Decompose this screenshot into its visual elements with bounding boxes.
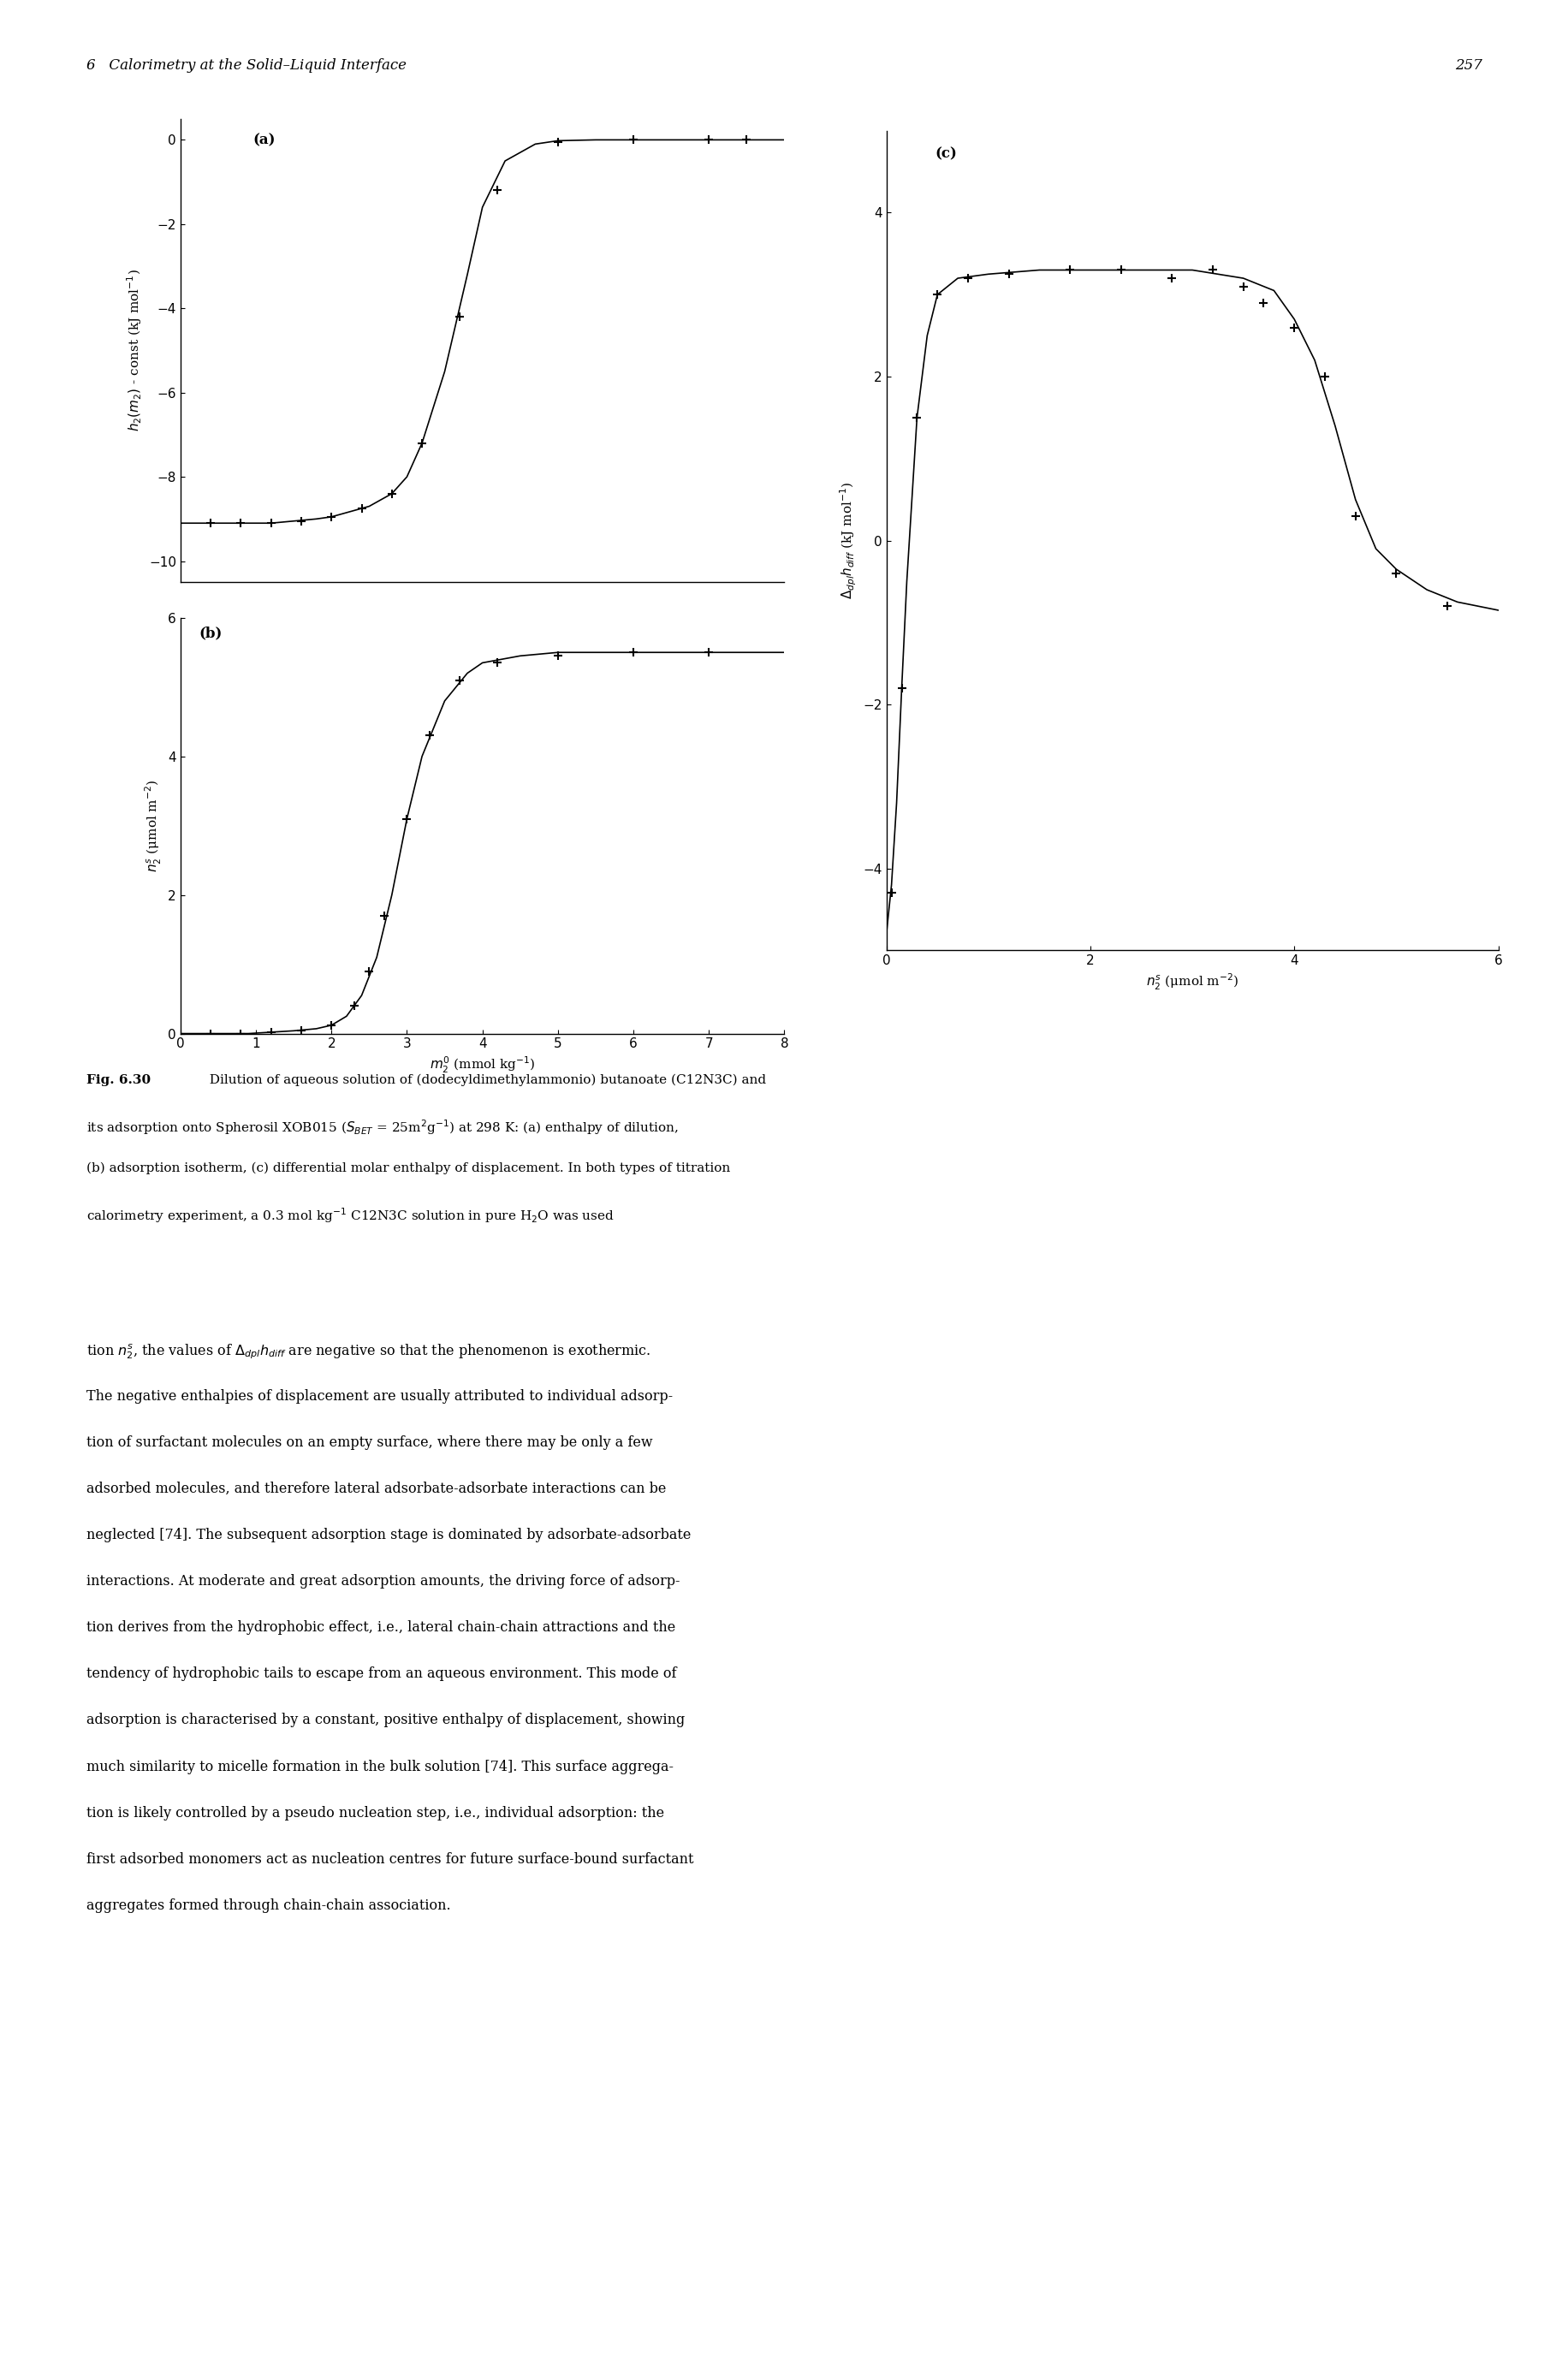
Text: tion $n_2^s$, the values of $\Delta_{dpl}h_{diff}$ are negative so that the phen: tion $n_2^s$, the values of $\Delta_{dpl…: [86, 1342, 651, 1361]
Text: The negative enthalpies of displacement are usually attributed to individual ads: The negative enthalpies of displacement …: [86, 1388, 673, 1404]
Text: aggregates formed through chain-chain association.: aggregates formed through chain-chain as…: [86, 1898, 450, 1913]
Text: its adsorption onto Spherosil XOB015 ($S_{BET}$ = 25m$^2$g$^{-1}$) at 298 K: (a): its adsorption onto Spherosil XOB015 ($S…: [86, 1117, 677, 1136]
Text: Fig. 6.30: Fig. 6.30: [86, 1074, 151, 1086]
Text: much similarity to micelle formation in the bulk solution [74]. This surface agg: much similarity to micelle formation in …: [86, 1758, 673, 1775]
Text: adsorbed molecules, and therefore lateral adsorbate-adsorbate interactions can b: adsorbed molecules, and therefore latera…: [86, 1483, 666, 1497]
Y-axis label: $h_2(m_2)$ - const (kJ mol$^{-1}$): $h_2(m_2)$ - const (kJ mol$^{-1}$): [125, 268, 144, 432]
Text: neglected [74]. The subsequent adsorption stage is dominated by adsorbate-adsorb: neglected [74]. The subsequent adsorptio…: [86, 1528, 690, 1542]
Text: first adsorbed monomers act as nucleation centres for future surface-bound surfa: first adsorbed monomers act as nucleatio…: [86, 1853, 693, 1868]
Text: (b): (b): [199, 627, 221, 642]
Text: tion of surfactant molecules on an empty surface, where there may be only a few: tion of surfactant molecules on an empty…: [86, 1435, 652, 1449]
Text: 6   Calorimetry at the Solid–Liquid Interface: 6 Calorimetry at the Solid–Liquid Interf…: [86, 57, 406, 74]
Text: adsorption is characterised by a constant, positive enthalpy of displacement, sh: adsorption is characterised by a constan…: [86, 1713, 684, 1727]
Text: (b) adsorption isotherm, (c) differential molar enthalpy of displacement. In bot: (b) adsorption isotherm, (c) differentia…: [86, 1162, 729, 1174]
Text: 257: 257: [1455, 57, 1482, 74]
Text: tion is likely controlled by a pseudo nucleation step, i.e., individual adsorpti: tion is likely controlled by a pseudo nu…: [86, 1806, 663, 1820]
Text: calorimetry experiment, a 0.3 mol kg$^{-1}$ C12N3C solution in pure H$_2$O was u: calorimetry experiment, a 0.3 mol kg$^{-…: [86, 1207, 615, 1224]
Text: (c): (c): [935, 147, 956, 162]
Text: tendency of hydrophobic tails to escape from an aqueous environment. This mode o: tendency of hydrophobic tails to escape …: [86, 1668, 676, 1682]
Y-axis label: $\Delta_{dpl}h_{diff}$ (kJ mol$^{-1}$): $\Delta_{dpl}h_{diff}$ (kJ mol$^{-1}$): [837, 482, 858, 599]
Text: tion derives from the hydrophobic effect, i.e., lateral chain-chain attractions : tion derives from the hydrophobic effect…: [86, 1620, 674, 1635]
Text: interactions. At moderate and great adsorption amounts, the driving force of ads: interactions. At moderate and great adso…: [86, 1573, 679, 1590]
Text: Dilution of aqueous solution of (dodecyldimethylammonio) butanoate (C12N3C) and: Dilution of aqueous solution of (dodecyl…: [201, 1074, 765, 1086]
Y-axis label: $n_2^s$ (μmol m$^{-2}$): $n_2^s$ (μmol m$^{-2}$): [143, 779, 163, 872]
Text: (a): (a): [252, 133, 276, 147]
X-axis label: $m_2^0$ (mmol kg$^{-1}$): $m_2^0$ (mmol kg$^{-1}$): [430, 1055, 535, 1076]
X-axis label: $n_2^s$ (μmol m$^{-2}$): $n_2^s$ (μmol m$^{-2}$): [1145, 972, 1239, 993]
